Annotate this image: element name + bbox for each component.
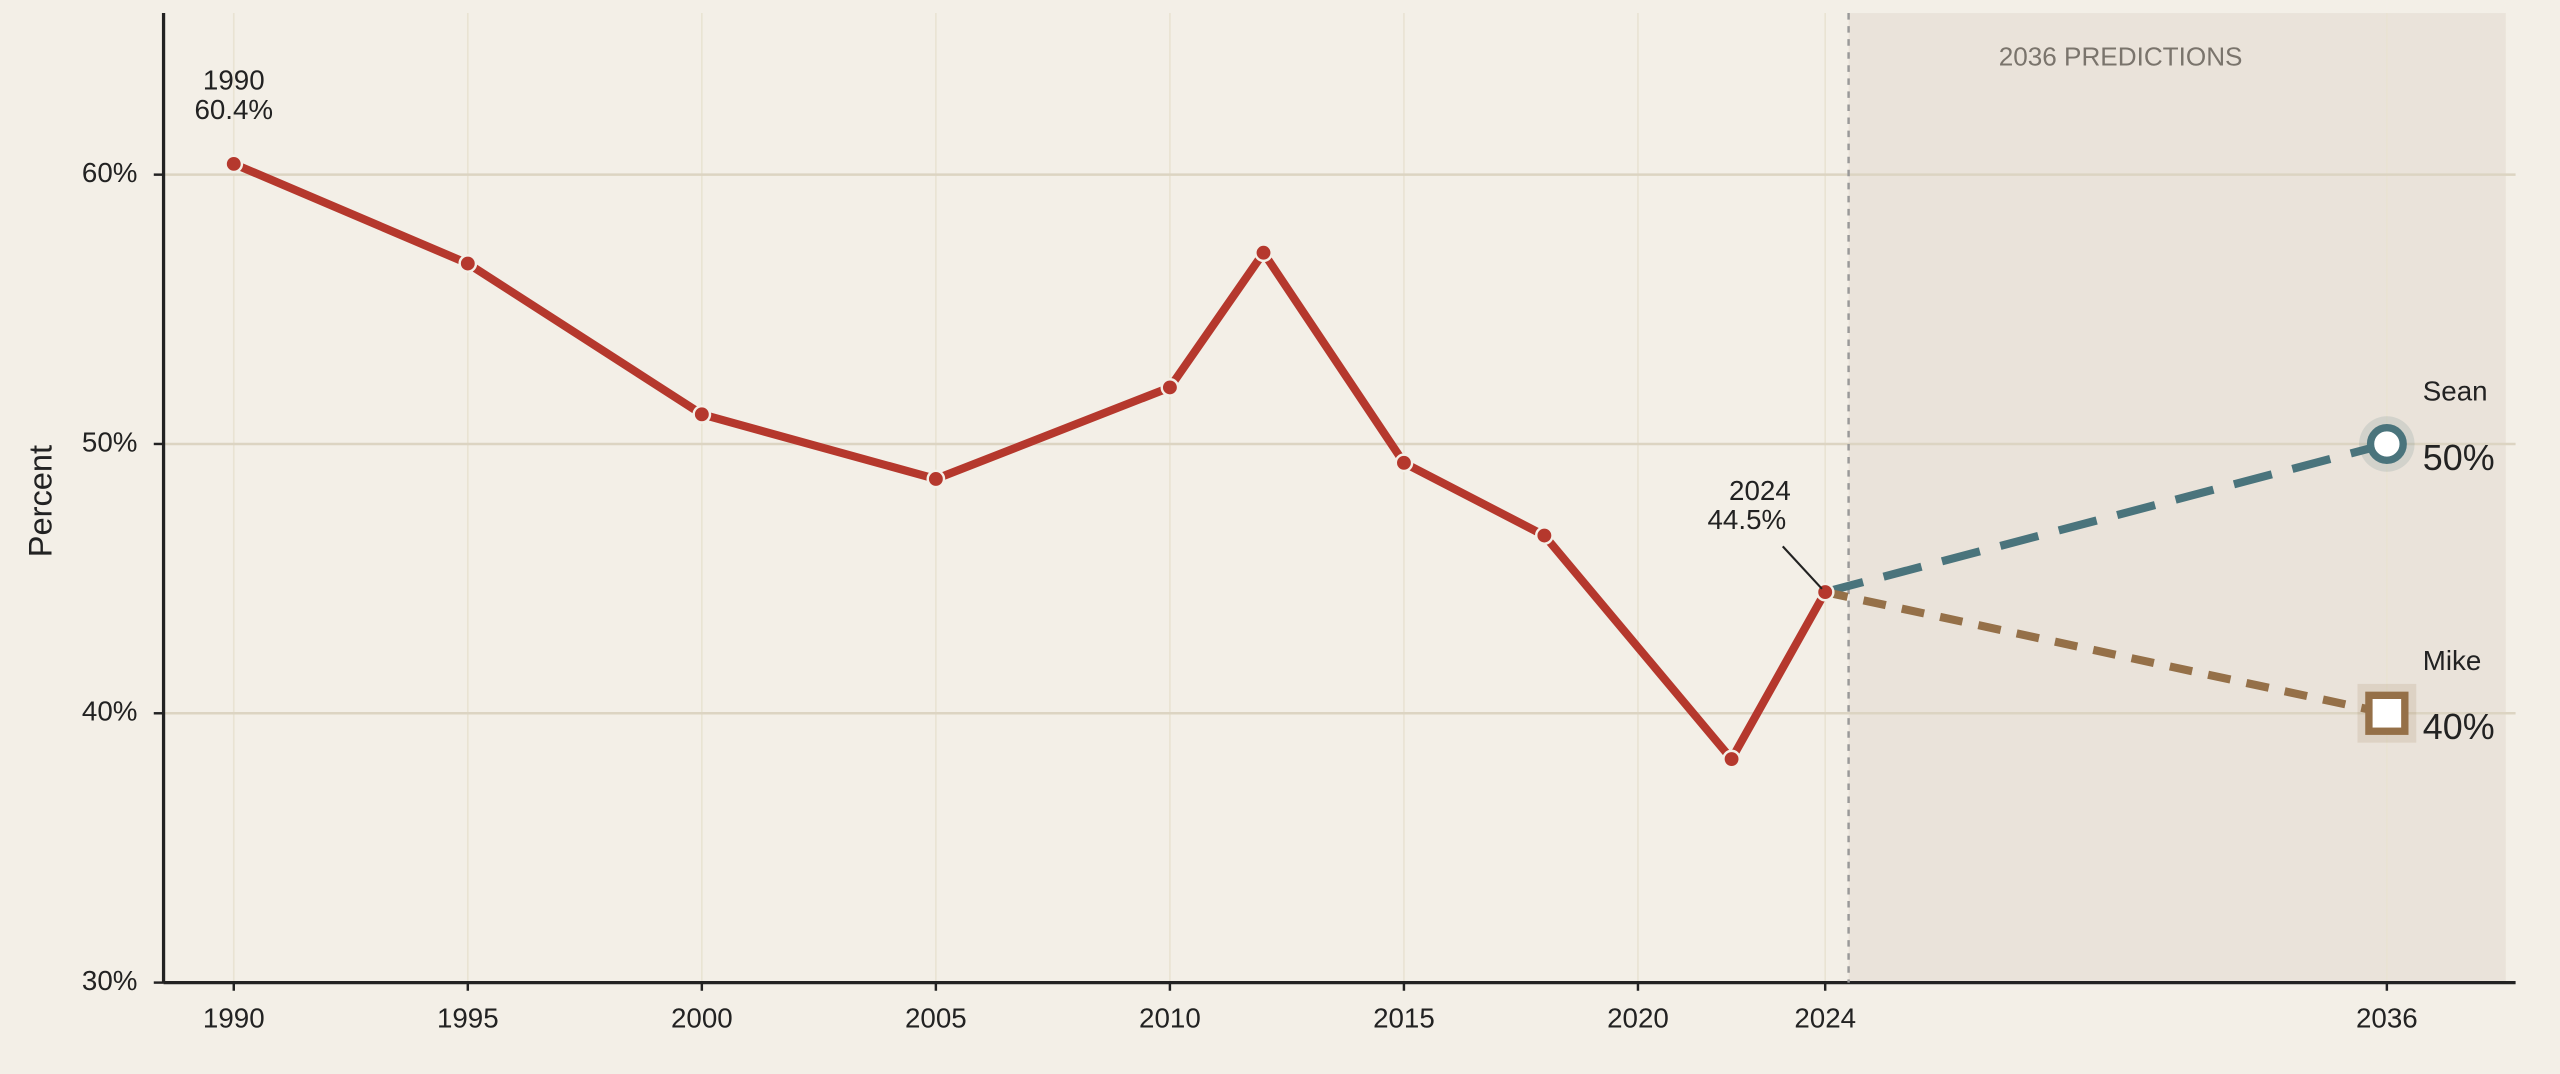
x-tick-label: 1990 — [203, 1002, 265, 1033]
point — [926, 469, 946, 489]
annotation-value: 44.5% — [1708, 504, 1787, 535]
annotation-value: 60.4% — [194, 94, 273, 125]
point — [1534, 526, 1554, 545]
series-line — [1824, 588, 2388, 718]
background-layer — [163, 13, 2516, 984]
point — [692, 404, 712, 424]
annotation-year: 1990 — [203, 65, 265, 96]
y-tick-label: 50% — [82, 426, 138, 457]
x-tick-label: 2036 — [2356, 1002, 2418, 1033]
end-value-label: 50% — [2423, 438, 2495, 478]
point — [1160, 378, 1180, 397]
series-line — [232, 160, 1829, 764]
y-tick-label: 60% — [82, 157, 138, 188]
point — [1254, 243, 1273, 263]
point — [1722, 749, 1741, 769]
y-tick-label: 30% — [82, 965, 138, 996]
x-tick-label: 2024 — [1794, 1002, 1856, 1033]
end-marker — [2365, 691, 2409, 735]
x-tick-label: 2000 — [671, 1002, 733, 1033]
point — [1394, 453, 1414, 473]
x-tick-label: 2010 — [1139, 1002, 1201, 1033]
x-tick-label: 1995 — [437, 1002, 499, 1033]
series-name: Mike — [2423, 645, 2482, 676]
point — [224, 154, 244, 174]
y-tick-label: 40% — [82, 696, 138, 727]
annotation-year: 2024 — [1729, 475, 1791, 506]
series-name: Sean — [2423, 376, 2488, 407]
end-value-label: 40% — [2423, 707, 2495, 747]
x-tick-label: 2005 — [905, 1002, 967, 1033]
y-axis-label: Percent — [21, 445, 58, 557]
x-tick-label: 2020 — [1607, 1002, 1669, 1033]
prediction-label: 2036 PREDICTIONS — [1999, 42, 2243, 72]
annotation-leader — [1781, 545, 1823, 590]
series-line — [1824, 440, 2388, 597]
x-tick-label: 2015 — [1373, 1002, 1435, 1033]
end-marker — [2366, 423, 2407, 464]
point — [458, 254, 478, 273]
